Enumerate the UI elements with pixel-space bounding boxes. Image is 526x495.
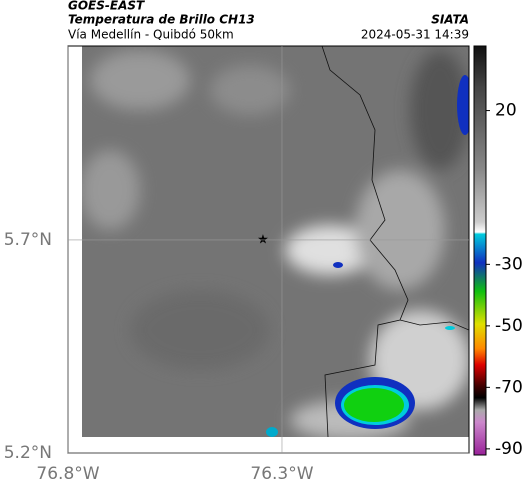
colorbar-tick-label: -70: [495, 377, 523, 397]
satellite: GOES-EAST: [68, 0, 145, 13]
x-tick-label: 76.3°W: [250, 464, 313, 484]
product: Temperatura de Brillo CH13: [68, 13, 255, 27]
y-tick-label: 5.2°N: [4, 443, 52, 463]
colorbar-tick-label: -30: [495, 254, 523, 274]
colorbar-tick-label: -90: [495, 439, 523, 459]
source: SIATA: [431, 13, 469, 27]
x-tick-label: 76.8°W: [36, 464, 99, 484]
y-tick-label: 5.7°N: [4, 230, 52, 250]
region: Vía Medellín - Quibdó 50km: [68, 28, 234, 42]
datetime: 2024-05-31 14:39: [361, 28, 469, 42]
colorbar-tick-label: -50: [495, 316, 523, 336]
colorbar-tick-label: 20: [495, 101, 517, 121]
satellite-image: [82, 46, 469, 437]
colorbar: [473, 45, 487, 456]
